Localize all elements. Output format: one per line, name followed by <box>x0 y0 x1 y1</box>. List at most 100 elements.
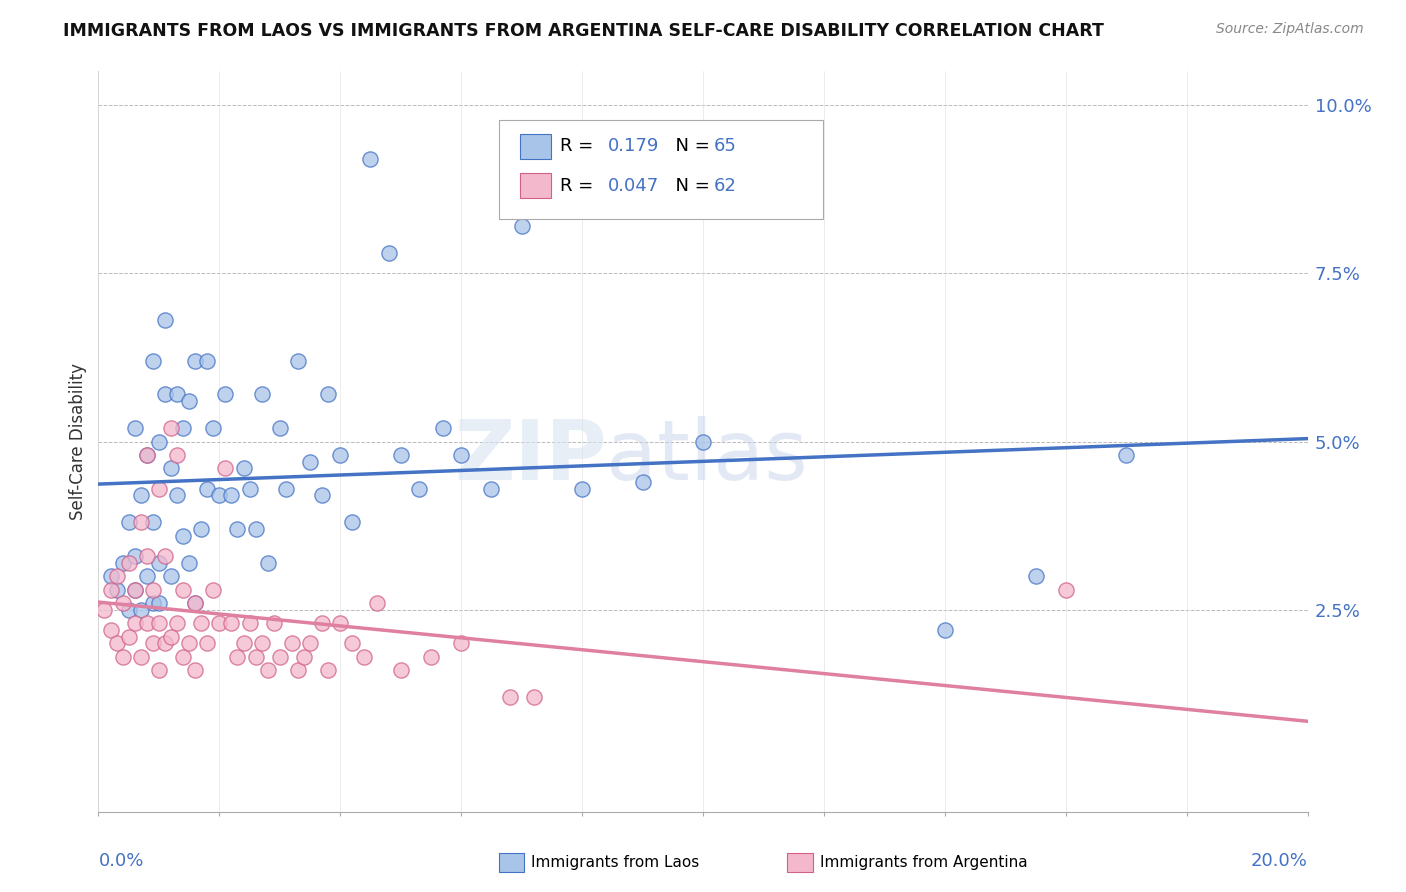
Point <box>111 649 134 664</box>
Point <box>179 636 201 650</box>
Point <box>111 556 134 570</box>
Text: 0.047: 0.047 <box>607 177 658 194</box>
Text: 62: 62 <box>714 177 737 194</box>
Y-axis label: Self-Care Disability: Self-Care Disability <box>69 363 87 520</box>
Text: IMMIGRANTS FROM LAOS VS IMMIGRANTS FROM ARGENTINA SELF-CARE DISABILITY CORRELATI: IMMIGRANTS FROM LAOS VS IMMIGRANTS FROM … <box>63 22 1104 40</box>
Point <box>124 616 146 631</box>
Point <box>329 448 352 462</box>
Point <box>124 549 146 563</box>
Point <box>256 664 278 678</box>
Point <box>269 649 291 664</box>
Text: 0.0%: 0.0% <box>98 852 143 870</box>
Point <box>135 549 157 563</box>
Text: Source: ZipAtlas.com: Source: ZipAtlas.com <box>1216 22 1364 37</box>
Point <box>408 482 430 496</box>
Point <box>631 475 654 489</box>
Point <box>523 690 546 705</box>
Point <box>256 556 278 570</box>
Point <box>118 603 141 617</box>
Point <box>190 522 212 536</box>
Point <box>184 596 207 610</box>
Text: 0.179: 0.179 <box>607 137 659 155</box>
Point <box>299 455 322 469</box>
Point <box>287 353 309 368</box>
Point <box>232 636 254 650</box>
Point <box>105 636 128 650</box>
Point <box>329 616 352 631</box>
Point <box>269 421 291 435</box>
Point <box>135 569 157 583</box>
Point <box>232 461 254 475</box>
Point <box>1054 582 1077 597</box>
Point <box>160 421 183 435</box>
Point <box>692 434 714 449</box>
Point <box>118 556 141 570</box>
Point <box>316 387 339 401</box>
Point <box>208 616 231 631</box>
Point <box>184 596 207 610</box>
Point <box>142 516 165 530</box>
Point <box>195 636 218 650</box>
Point <box>389 448 412 462</box>
Point <box>342 516 364 530</box>
Point <box>311 616 333 631</box>
Point <box>93 603 115 617</box>
Point <box>221 488 243 502</box>
Point <box>148 434 170 449</box>
Point <box>118 630 141 644</box>
Point <box>148 664 170 678</box>
Point <box>100 582 122 597</box>
Point <box>129 516 152 530</box>
Point <box>498 690 520 705</box>
Point <box>202 421 225 435</box>
Text: N =: N = <box>664 137 716 155</box>
Point <box>124 421 146 435</box>
Point <box>135 616 157 631</box>
Text: atlas: atlas <box>606 416 808 497</box>
Text: R =: R = <box>560 177 605 194</box>
Point <box>148 482 170 496</box>
Point <box>148 596 170 610</box>
Point <box>153 636 176 650</box>
Text: 20.0%: 20.0% <box>1251 852 1308 870</box>
Point <box>245 649 267 664</box>
Point <box>184 664 207 678</box>
Point <box>129 488 152 502</box>
Point <box>316 664 339 678</box>
Point <box>208 488 231 502</box>
Point <box>172 421 194 435</box>
Point <box>166 488 188 502</box>
Point <box>366 596 388 610</box>
Text: ZIP: ZIP <box>454 416 606 497</box>
Point <box>389 664 412 678</box>
Point <box>111 596 134 610</box>
Point <box>148 556 170 570</box>
Point <box>142 353 165 368</box>
Point <box>142 596 165 610</box>
Point <box>105 569 128 583</box>
Point <box>226 522 249 536</box>
Point <box>105 582 128 597</box>
Point <box>250 636 273 650</box>
Point <box>311 488 333 502</box>
Point <box>214 461 236 475</box>
Point <box>166 387 188 401</box>
Point <box>153 313 176 327</box>
Point <box>274 482 297 496</box>
Point <box>148 616 170 631</box>
Point <box>160 569 183 583</box>
Point <box>179 394 201 409</box>
Point <box>292 649 315 664</box>
Point <box>179 556 201 570</box>
Text: Immigrants from Argentina: Immigrants from Argentina <box>820 855 1028 870</box>
Point <box>450 636 472 650</box>
Point <box>481 482 503 496</box>
Point <box>153 387 176 401</box>
Point <box>250 387 273 401</box>
Point <box>142 636 165 650</box>
Point <box>195 353 218 368</box>
Point <box>172 529 194 543</box>
Point <box>263 616 285 631</box>
Point <box>420 649 443 664</box>
Point <box>124 582 146 597</box>
